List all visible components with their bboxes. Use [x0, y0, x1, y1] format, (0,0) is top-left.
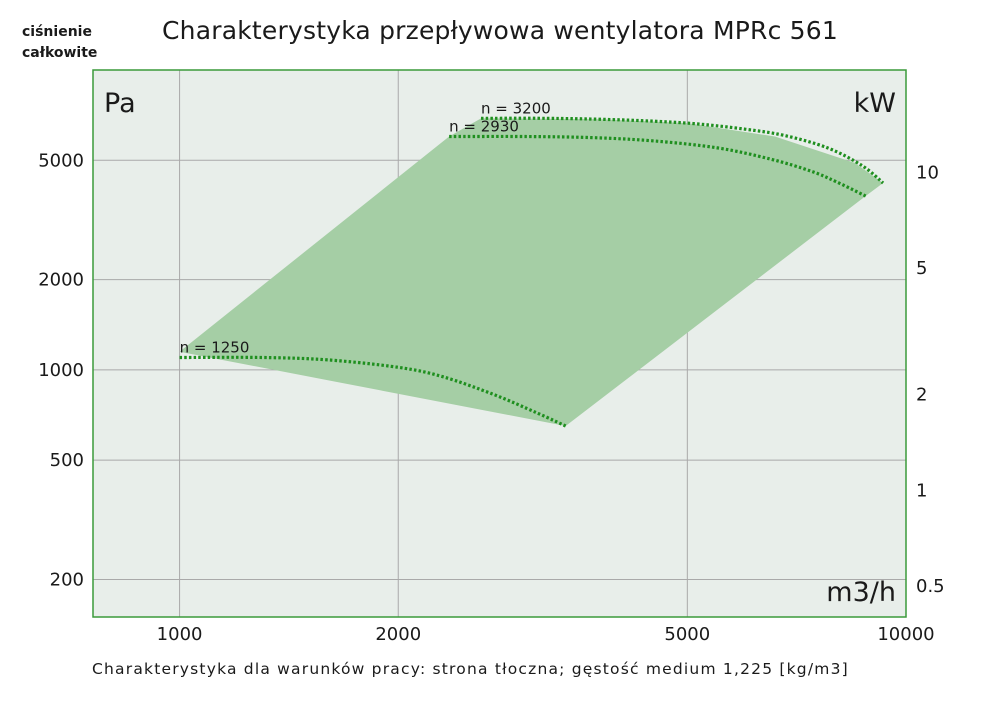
y-tick-500: 500 [50, 450, 84, 471]
operating-area [179, 118, 884, 427]
y2-tick-1: 1 [916, 480, 927, 501]
y-tick-5000: 5000 [38, 150, 84, 171]
x-unit-label: m3/h [826, 577, 896, 608]
footnote: Charakterystyka dla warunków pracy: stro… [92, 660, 849, 678]
y2-axis-ticks: 0.5 1 2 5 10 [916, 162, 945, 597]
plot-border [92, 69, 907, 618]
curve-series-3 [481, 116, 885, 185]
y2-unit-label: kW [854, 88, 896, 119]
chart-title: Charakterystyka przepływowa wentylatora … [162, 16, 838, 45]
y-axis-title: ciśnienie całkowite [22, 22, 97, 64]
curve-label-1: n = 1250 [180, 338, 250, 356]
curve-series-2 [449, 134, 867, 198]
y-axis-title-line-1: ciśnienie [22, 24, 92, 40]
y2-tick-10: 10 [916, 162, 939, 183]
x-axis-ticks: 1000 2000 5000 10000 [157, 624, 935, 645]
curve-label-2: n = 2930 [449, 118, 519, 136]
y-axis-title-line-2: całkowite [22, 45, 98, 61]
y-tick-1000: 1000 [38, 360, 84, 381]
curve-label-3: n = 3200 [481, 99, 551, 117]
y-tick-2000: 2000 [38, 270, 84, 291]
y2-tick-0-5: 0.5 [916, 576, 945, 597]
y-unit-label: Pa [104, 88, 136, 119]
x-tick-5000: 5000 [664, 624, 710, 645]
x-tick-10000: 10000 [877, 624, 934, 645]
y2-tick-2: 2 [916, 385, 927, 406]
x-tick-1000: 1000 [157, 624, 203, 645]
curve-series-1 [179, 355, 567, 428]
x-tick-2000: 2000 [375, 624, 421, 645]
y-tick-200: 200 [50, 570, 84, 591]
y2-tick-5: 5 [916, 258, 927, 279]
y-axis-ticks: 200 500 1000 2000 5000 [38, 150, 84, 590]
